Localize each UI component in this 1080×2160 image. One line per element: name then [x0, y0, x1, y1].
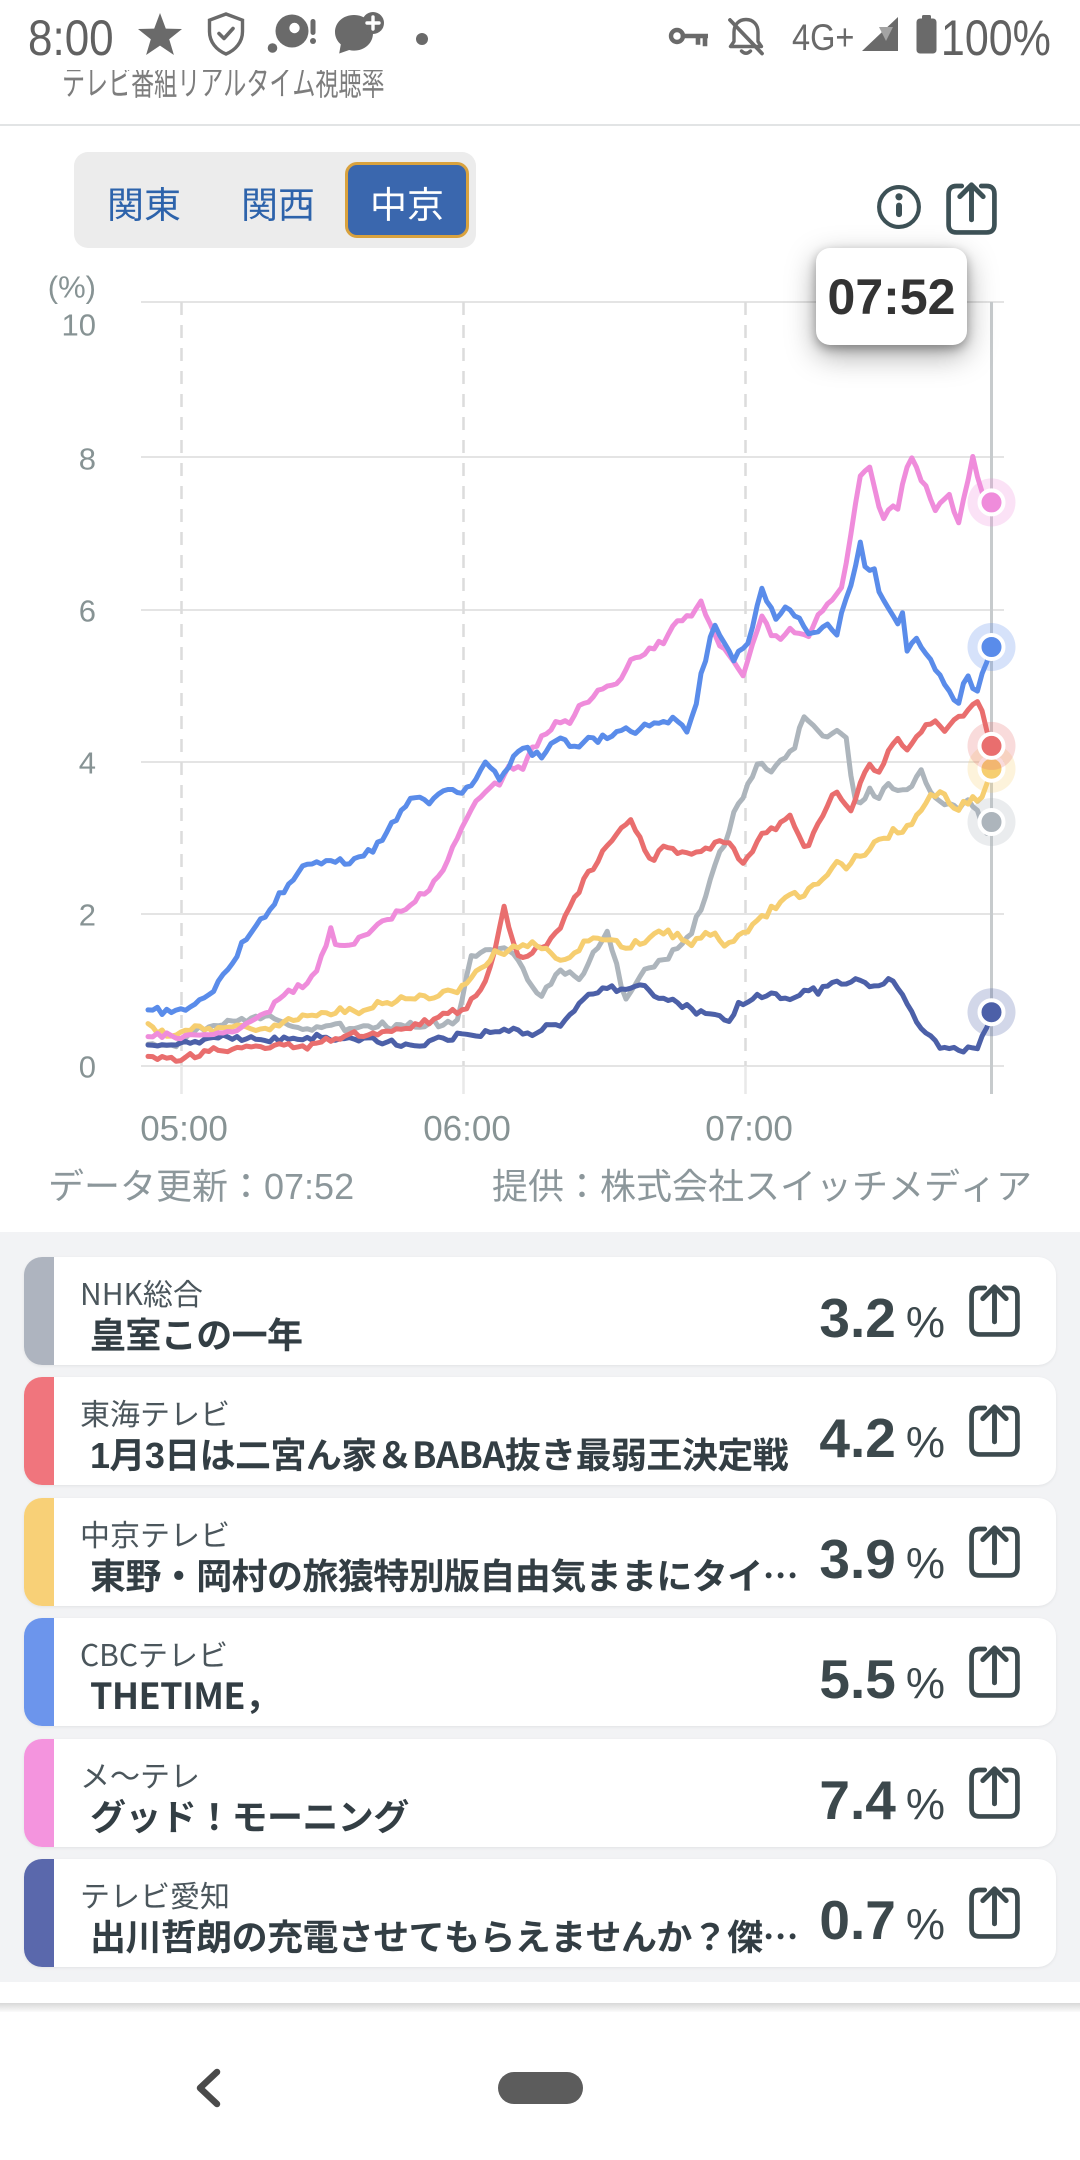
svg-text:07:00: 07:00 — [705, 1110, 793, 1149]
svg-text:4: 4 — [79, 746, 96, 781]
svg-text:05:00: 05:00 — [140, 1110, 228, 1149]
svg-text:(%): (%) — [48, 270, 96, 305]
svg-text:8: 8 — [79, 442, 96, 477]
svg-text:10: 10 — [62, 308, 96, 343]
svg-text:6: 6 — [79, 594, 96, 629]
svg-text:0: 0 — [79, 1050, 96, 1085]
svg-text:2: 2 — [79, 898, 96, 933]
svg-text:06:00: 06:00 — [423, 1110, 511, 1149]
